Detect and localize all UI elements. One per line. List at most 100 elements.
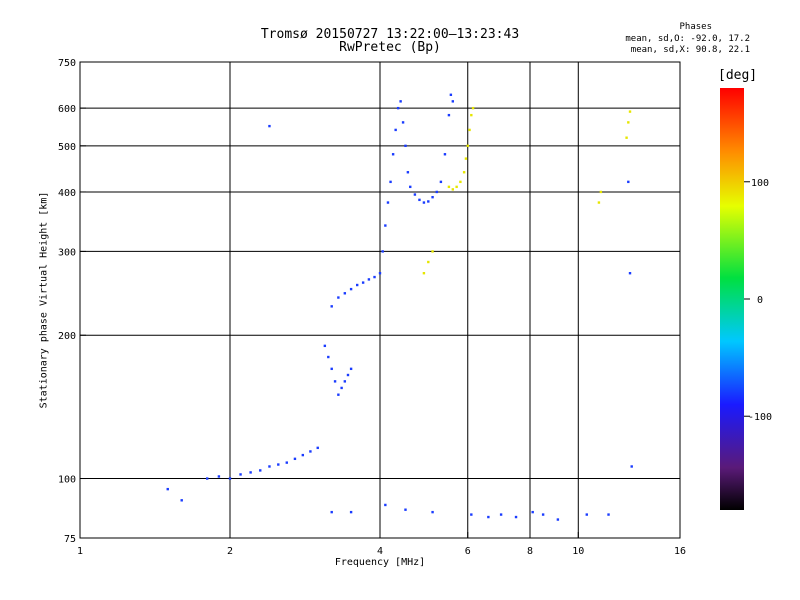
- colorbar-tick-label: 100: [751, 178, 769, 189]
- data-point: [361, 281, 365, 284]
- data-point: [514, 515, 518, 519]
- data-point: [487, 515, 490, 519]
- data-point: [404, 144, 407, 148]
- data-point: [399, 100, 402, 103]
- chart-subtitle: RwPretec (Bp): [339, 40, 441, 55]
- data-point: [462, 171, 466, 174]
- x-tick-label: 10: [572, 546, 584, 557]
- phases-heading: Phases: [679, 22, 712, 32]
- data-point: [556, 518, 560, 521]
- data-point: [470, 113, 473, 117]
- data-point: [431, 195, 434, 199]
- data-point: [337, 393, 340, 396]
- data-point: [585, 513, 588, 516]
- data-point: [427, 200, 430, 203]
- data-point: [378, 272, 382, 275]
- x-tick-label: 16: [674, 546, 686, 557]
- colorbar-unit-label: [deg]: [718, 68, 758, 83]
- phases-o-stats: mean, sd,O: -92.0, 17.2: [625, 34, 750, 44]
- data-point: [373, 275, 376, 279]
- chart-title: Tromsø 20150727 13:22:00–13:23:43: [260, 27, 520, 42]
- data-point: [499, 513, 503, 516]
- y-tick-label: 600: [58, 104, 76, 115]
- grid-lines: [80, 62, 680, 538]
- data-point: [627, 121, 630, 124]
- data-point: [333, 380, 337, 383]
- colorbar-tick-label: -100: [748, 412, 772, 423]
- y-tick-label: 300: [58, 247, 76, 258]
- data-point: [630, 465, 633, 468]
- x-tick-label: 2: [227, 546, 233, 557]
- data-point: [384, 224, 387, 227]
- data-point: [340, 386, 343, 390]
- data-point: [228, 477, 232, 480]
- data-point: [439, 180, 443, 184]
- data-point: [427, 260, 430, 264]
- y-tick-label: 75: [64, 534, 76, 545]
- data-point: [384, 503, 387, 507]
- data-point: [627, 180, 630, 184]
- data-point: [180, 499, 183, 502]
- data-point: [628, 110, 632, 113]
- data-point: [422, 272, 426, 275]
- data-point: [470, 513, 473, 516]
- data-point: [531, 510, 534, 514]
- data-point: [239, 473, 242, 476]
- x-axis-label: Frequency [MHz]: [334, 557, 426, 568]
- data-point: [443, 153, 447, 156]
- data-point: [346, 373, 350, 377]
- x-tick-label: 8: [527, 546, 533, 557]
- data-point: [285, 461, 288, 464]
- data-point: [447, 185, 451, 189]
- data-point: [343, 292, 347, 295]
- data-point: [459, 180, 462, 184]
- data-point: [355, 283, 359, 287]
- data-point: [406, 171, 410, 174]
- data-point: [599, 190, 603, 194]
- data-point: [404, 508, 407, 511]
- y-tick-label: 750: [58, 58, 76, 69]
- data-point: [391, 153, 395, 156]
- data-point: [316, 446, 319, 450]
- y-tick-label: 500: [58, 142, 76, 153]
- data-point: [449, 93, 453, 96]
- y-tick-label: 100: [58, 475, 76, 486]
- colorbar-tick-label: 0: [757, 295, 763, 306]
- data-point: [309, 450, 312, 453]
- data-point: [330, 305, 333, 308]
- data-point: [447, 113, 451, 117]
- data-point: [435, 190, 438, 194]
- data-point: [396, 106, 400, 110]
- data-point: [409, 185, 412, 189]
- data-point: [466, 144, 469, 148]
- data-point: [259, 469, 262, 472]
- data-point: [268, 465, 271, 468]
- x-tick-label: 1: [77, 546, 83, 557]
- data-point: [451, 100, 455, 103]
- data-point: [468, 128, 471, 132]
- data-point: [343, 380, 347, 383]
- data-point: [455, 185, 458, 189]
- data-point: [541, 513, 545, 516]
- colorbar-ticks: 100 0 -100: [744, 178, 772, 423]
- y-tick-label: 200: [58, 331, 76, 342]
- data-points: [166, 93, 633, 521]
- data-point: [422, 201, 426, 204]
- data-point: [217, 475, 221, 478]
- data-point: [301, 453, 305, 457]
- data-point: [166, 487, 169, 491]
- data-point: [293, 457, 297, 461]
- data-point: [330, 367, 333, 371]
- data-point: [337, 296, 340, 299]
- data-point: [597, 201, 601, 204]
- data-point: [327, 355, 330, 359]
- data-point: [394, 128, 397, 132]
- data-point: [451, 188, 455, 191]
- data-point: [431, 250, 434, 253]
- x-axis-ticks: 1 2 4 6 8 10 16: [77, 532, 686, 557]
- y-tick-label: 400: [58, 188, 76, 199]
- x-tick-label: 6: [465, 546, 471, 557]
- data-point: [471, 106, 475, 110]
- data-point: [330, 510, 333, 514]
